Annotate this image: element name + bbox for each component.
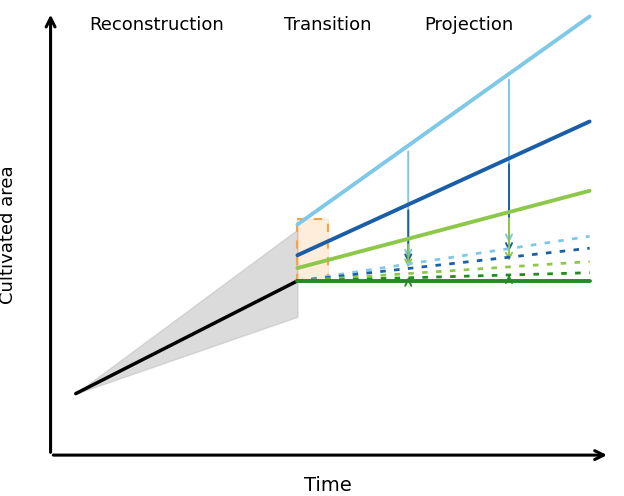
Text: Reconstruction: Reconstruction	[89, 16, 224, 34]
Polygon shape	[298, 219, 328, 282]
Text: Time: Time	[304, 476, 351, 496]
Text: Projection: Projection	[424, 16, 514, 34]
Text: Transition: Transition	[284, 16, 371, 34]
Text: Cultivated area: Cultivated area	[0, 166, 17, 304]
